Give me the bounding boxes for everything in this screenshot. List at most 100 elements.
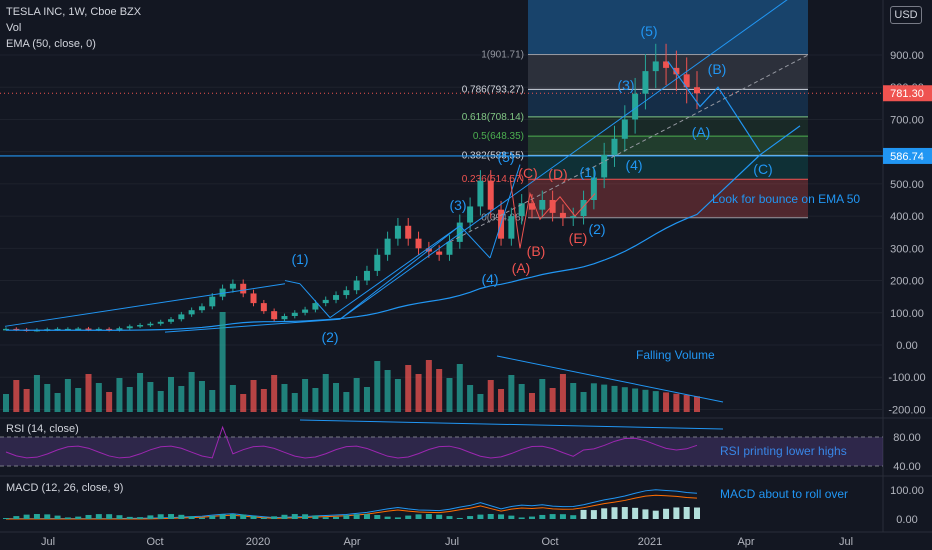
volume-bar [126,387,133,412]
currency-badge[interactable]: USD [890,6,922,24]
price-tick-label: -200.00 [888,404,925,416]
candle-body [168,319,175,322]
volume-bar [683,395,690,412]
candle-body [219,288,226,297]
macd-histogram-bar [23,514,30,519]
wave-label: (5) [640,23,657,39]
price-tick-label: 900.00 [890,50,924,62]
price-tick-label: 0.00 [896,340,917,352]
volume-bar [477,394,484,412]
wave-label: (1) [579,164,596,180]
volume-bar [580,392,587,412]
macd-histogram-bar [198,517,205,519]
volume-bar [415,374,422,412]
rsi-band [0,437,883,466]
ema-annotation: Look for bounce on EMA 50 [712,192,860,206]
wave-label: (2) [321,329,338,345]
macd-histogram-bar [75,516,82,519]
macd-histogram-bar [394,517,401,519]
candle-body [570,216,577,218]
wave-label-red: (B) [527,243,546,259]
candle-body [652,61,659,72]
fib-zone [528,155,808,180]
macd-histogram-bar [539,514,546,519]
macd-histogram-bar [343,515,350,519]
volume-bar [467,385,474,412]
rsi-tick-label: 80.00 [893,432,921,444]
macd-histogram-bar [168,514,175,519]
candle-body [394,225,401,239]
volume-bar [446,378,453,412]
volume-bar [240,394,247,412]
ema-legend[interactable]: EMA (50, close, 0) [6,38,96,50]
fib-zone [528,179,808,218]
volume-bar [642,389,649,412]
price-tick-label: -100.00 [888,372,925,384]
volume-bar [663,392,670,412]
rsi-legend[interactable]: RSI (14, close) [6,423,79,435]
macd-histogram-bar [436,514,443,519]
volume-bar [188,372,195,412]
macd-histogram-bar [528,516,535,519]
volume-bar [54,393,61,412]
volume-bar [219,312,226,412]
volume-bar [601,384,608,412]
time-axis-label: 2021 [638,536,662,548]
trend-line [284,280,301,285]
candle-body [559,212,566,218]
macd-histogram-bar [157,514,164,519]
fib-zone [528,89,808,117]
macd-histogram-bar [291,514,298,519]
candle-body [673,67,680,75]
macd-histogram-bar [611,507,618,519]
fib-level-label: 0.618(708.14) [462,112,524,123]
rsi-tick-label: 40.00 [893,461,921,473]
volume-bar [23,389,30,412]
macd-histogram-bar [188,516,195,519]
macd-histogram-bar [312,515,319,519]
macd-histogram-bar [271,516,278,519]
macd-histogram-bar [363,514,370,519]
candle-body [518,203,525,217]
macd-histogram-bar [44,514,51,519]
volume-bar [425,360,432,412]
candle-body [405,225,412,239]
wave-label-red: (C) [518,165,537,181]
candle-body [384,238,391,255]
volume-bar [621,387,628,412]
volume-legend[interactable]: Vol [6,22,22,34]
fib-extension-box [528,0,808,55]
symbol-legend[interactable]: TESLA INC, 1W, Cboe BZX [6,6,142,18]
macd-tick-label: 100.00 [890,485,924,497]
volume-bar [3,394,9,412]
volume-bar [518,384,525,412]
volume-bar [64,379,71,412]
macd-tick-label: 0.00 [896,514,917,526]
volume-bar [394,379,401,412]
macd-legend[interactable]: MACD (12, 26, close, 9) [6,482,124,494]
rsi-annotation: RSI printing lower highs [720,444,847,458]
candle-body [343,290,350,296]
volume-bar [353,378,360,412]
macd-histogram-bar [590,510,597,519]
candle-body [508,216,515,239]
macd-histogram-bar [384,516,391,519]
volume-bar [498,389,505,412]
volume-bar [508,375,515,412]
wave-label: (B) [708,61,727,77]
volume-bar [590,383,597,412]
rsi-trend-line [299,419,724,430]
macd-histogram-bar [95,514,102,519]
candle-body [198,306,205,311]
volume-bar [611,385,618,412]
volume-bar [281,384,288,412]
candle-body [209,296,216,307]
macd-histogram-bar [178,514,185,519]
macd-histogram-bar [374,514,381,519]
volume-bar [116,378,123,412]
price-tick-label: 700.00 [890,114,924,126]
macd-histogram-bar [33,514,40,519]
macd-annotation: MACD about to roll over [720,487,848,501]
fib-level-label: 1(901.71) [481,49,524,60]
wave-label: (4) [481,271,498,287]
